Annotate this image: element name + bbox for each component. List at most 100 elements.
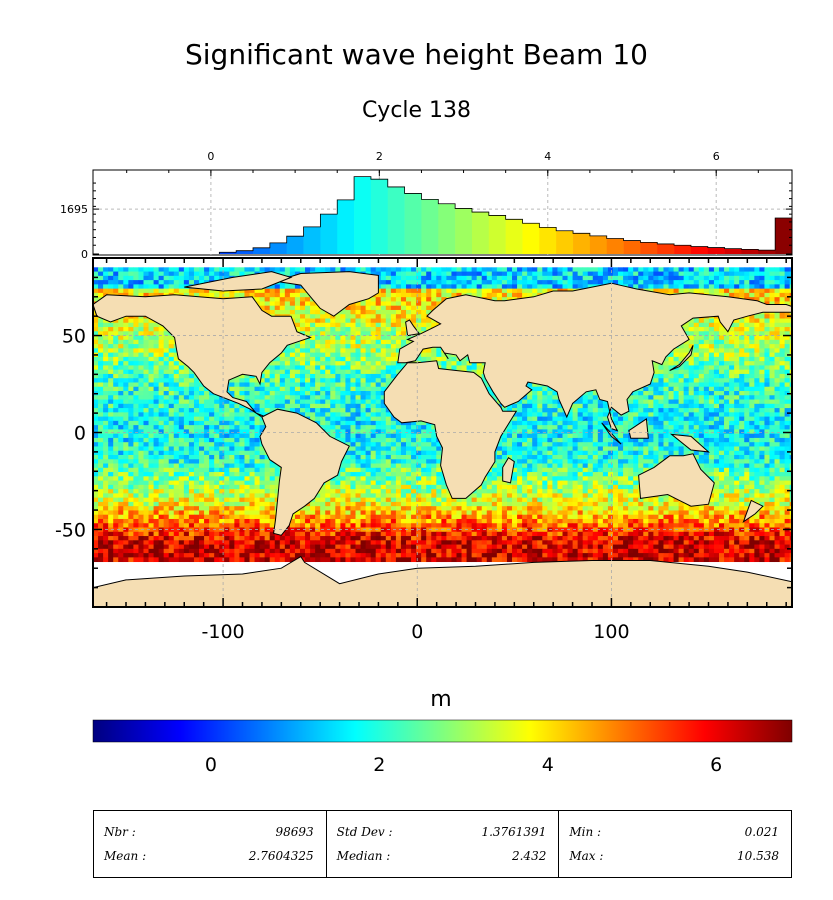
histogram-y-tick-label: 0 xyxy=(81,248,88,261)
wave-cell xyxy=(567,267,573,272)
wave-cell xyxy=(734,339,740,345)
wave-cell xyxy=(173,403,180,409)
wave-cell xyxy=(658,275,664,281)
wave-cell xyxy=(577,412,584,418)
wave-cell xyxy=(133,339,139,345)
wave-cell xyxy=(713,339,720,345)
wave-cell xyxy=(320,373,326,379)
wave-cell xyxy=(360,408,367,413)
wave-cell xyxy=(360,339,367,345)
wave-cell xyxy=(148,275,154,281)
wave-cell xyxy=(698,412,705,418)
wave-cell xyxy=(461,356,467,362)
wave-cell xyxy=(729,348,735,354)
wave-cell xyxy=(93,335,99,341)
wave-cell xyxy=(476,275,483,281)
wave-cell xyxy=(703,348,710,354)
wave-cell xyxy=(456,271,462,277)
wave-cell xyxy=(436,361,442,366)
wave-cell xyxy=(774,318,780,324)
wave-cell xyxy=(688,365,695,371)
wave-cell xyxy=(93,348,99,354)
wave-cell xyxy=(315,369,321,375)
wave-cell xyxy=(754,318,760,324)
wave-cell xyxy=(163,395,170,400)
wave-cell xyxy=(769,297,775,302)
wave-cell xyxy=(133,271,139,277)
wave-cell xyxy=(108,339,114,345)
wave-cell xyxy=(98,391,104,396)
wave-cell xyxy=(209,412,215,418)
wave-cell xyxy=(365,391,372,396)
wave-cell xyxy=(708,348,715,354)
wave-cell xyxy=(128,416,134,422)
wave-cell xyxy=(118,403,124,409)
wave-cell xyxy=(784,322,791,328)
wave-cell xyxy=(148,348,154,354)
wave-cell xyxy=(390,335,397,341)
wave-cell xyxy=(749,395,755,400)
wave-cell xyxy=(405,280,412,285)
wave-cell xyxy=(360,348,367,354)
wave-cell xyxy=(310,365,316,371)
wave-cell xyxy=(294,378,301,383)
wave-cell xyxy=(547,395,553,400)
wave-cell xyxy=(506,271,513,277)
wave-cell xyxy=(340,378,346,383)
wave-cell xyxy=(103,352,109,358)
wave-cell xyxy=(133,403,139,409)
wave-cell xyxy=(325,365,331,371)
wave-cell xyxy=(143,395,149,400)
wave-cell xyxy=(764,391,770,396)
wave-cell xyxy=(375,292,382,298)
wave-cell xyxy=(108,348,114,354)
wave-cell xyxy=(93,399,99,405)
wave-cell xyxy=(123,344,129,349)
wave-cell xyxy=(395,305,402,311)
wave-cell xyxy=(299,318,306,324)
wave-cell xyxy=(764,403,770,409)
wave-cell xyxy=(269,369,276,375)
wave-cell xyxy=(774,288,780,294)
wave-cell xyxy=(708,395,715,400)
wave-cell xyxy=(481,284,488,290)
wave-cell xyxy=(204,412,210,418)
wave-cell xyxy=(355,309,361,315)
wave-cell xyxy=(688,284,695,290)
wave-cell xyxy=(729,288,735,294)
wave-cell xyxy=(648,395,654,400)
wave-cell xyxy=(693,373,700,379)
wave-cell xyxy=(93,331,99,336)
wave-cell xyxy=(633,399,639,405)
wave-cell xyxy=(754,399,760,405)
wave-cell xyxy=(113,275,119,281)
wave-cell xyxy=(123,267,129,272)
wave-cell xyxy=(103,331,109,336)
wave-cell xyxy=(108,352,114,358)
wave-cell xyxy=(713,322,720,328)
wave-cell xyxy=(557,271,563,277)
wave-cell xyxy=(188,403,195,409)
wave-cell xyxy=(269,292,276,298)
wave-cell xyxy=(158,275,165,281)
wave-cell xyxy=(688,382,695,388)
wave-cell xyxy=(98,352,104,358)
wave-cell xyxy=(375,267,382,272)
wave-cell xyxy=(183,399,190,405)
wave-cell xyxy=(678,399,685,405)
wave-cell xyxy=(345,369,351,375)
wave-cell xyxy=(320,391,326,396)
wave-cell xyxy=(759,335,765,341)
wave-cell xyxy=(310,369,316,375)
wave-cell xyxy=(693,395,700,400)
wave-cell xyxy=(466,365,473,371)
wave-cell xyxy=(426,288,432,294)
wave-cell xyxy=(148,322,154,328)
wave-cell xyxy=(395,318,402,324)
histogram-bar xyxy=(522,223,540,254)
wave-cell xyxy=(471,369,478,375)
wave-cell xyxy=(739,395,745,400)
wave-cell xyxy=(562,271,568,277)
wave-cell xyxy=(673,280,680,285)
